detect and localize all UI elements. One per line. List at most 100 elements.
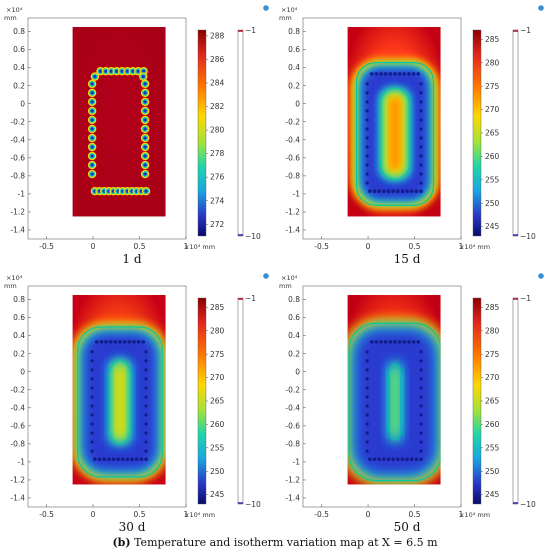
freeze-pipe [369, 340, 374, 344]
y-tick-label: -0.2 [10, 117, 25, 126]
freeze-pipe [419, 359, 423, 363]
freeze-pipe [419, 172, 423, 176]
freeze-pipe [419, 127, 423, 131]
freeze-pipe [416, 340, 421, 344]
freeze-pipe [365, 431, 369, 435]
freeze-pipe [393, 340, 397, 344]
colorbar-tick-label: 285 [210, 303, 225, 312]
freeze-pipe [93, 457, 97, 461]
freeze-pipe [365, 359, 369, 363]
freeze-pipe [90, 395, 94, 399]
y-tick-label: -0.8 [10, 439, 25, 448]
x-tick-label: 0.5 [134, 242, 146, 251]
freeze-pipe [419, 395, 423, 399]
colorbar-tick-label: 288 [210, 31, 225, 40]
y-tick-label: 0.2 [13, 349, 25, 358]
freeze-pipe [132, 340, 136, 344]
isotherm-label-top: −1 [520, 294, 531, 303]
freeze-pipe [372, 189, 377, 193]
y-tick-label: 0.6 [288, 45, 300, 54]
freeze-pipe-core [98, 69, 103, 73]
x-tick-label: 1 [184, 242, 189, 251]
plot-area [27, 285, 187, 508]
y-tick-label: -1.2 [10, 208, 25, 217]
panel-caption: 50 d [393, 520, 421, 534]
freeze-pipe [383, 72, 388, 76]
colorbar-tick-label: 270 [210, 373, 225, 382]
freeze-pipe-core [109, 69, 113, 73]
freeze-pipe [383, 340, 388, 344]
freeze-pipe [407, 72, 411, 76]
freeze-pipe [127, 340, 132, 344]
freeze-pipe [388, 340, 393, 344]
colorbar-tick-label: 265 [485, 397, 500, 406]
y-tick-label: -0.6 [285, 153, 300, 162]
freeze-pipe-core [125, 69, 130, 73]
freeze-pipe [121, 457, 125, 461]
camera-icon [538, 5, 544, 11]
isotherm-core [390, 97, 400, 170]
temperature-colorbar [472, 29, 482, 237]
freeze-pipe [144, 404, 148, 408]
freeze-pipe [144, 440, 148, 444]
plot-area [302, 285, 462, 508]
freeze-pipe-core [143, 127, 147, 131]
y-tick-label: 0.4 [13, 63, 25, 72]
freeze-pipe [419, 145, 423, 149]
freeze-pipe [116, 457, 120, 461]
frozen-zone [350, 58, 440, 210]
x-tick-label: 0 [91, 510, 96, 519]
x-tick-label: -0.5 [314, 242, 329, 251]
y-tick-label: -1.2 [285, 476, 300, 485]
freeze-pipe [419, 457, 423, 461]
chart-svg-15d: 0.8 0.6 0.4 0.2 0 -0.2 -0.4 -0.6 -0.8 -1 -1.2 -1.4 -… [279, 5, 544, 251]
freeze-pipe [107, 457, 111, 461]
y-axis-unit: mm [279, 282, 292, 290]
freeze-pipe [141, 340, 146, 344]
x-axis-multiplier: ×10⁴ mm [184, 243, 215, 251]
y-tick-label: 0.8 [288, 295, 300, 304]
x-tick-label: 0.5 [134, 510, 146, 519]
y-tick-label: 0.6 [13, 313, 25, 322]
x-tick-label: -0.5 [39, 510, 54, 519]
colorbar-tick-label: 280 [210, 126, 225, 135]
freeze-pipe [388, 72, 393, 76]
freeze-pipe [136, 340, 141, 344]
freeze-pipe-core [143, 100, 147, 104]
freeze-pipe [416, 72, 421, 76]
freeze-pipe [397, 340, 402, 344]
freeze-pipe [391, 457, 395, 461]
freeze-pipe [377, 189, 382, 193]
freeze-pipe [113, 340, 118, 344]
freeze-pipe [90, 431, 94, 435]
y-tick-label: 0.4 [288, 331, 300, 340]
freeze-pipe [393, 72, 397, 76]
freeze-pipe-core [90, 91, 94, 95]
freeze-pipe [130, 457, 134, 461]
y-tick-label: -1.2 [285, 208, 300, 217]
chart-svg-1d: 0.8 0.6 0.4 0.2 0 -0.2 -0.4 -0.6 -0.8 -1 -1.2 -1.4 -… [4, 5, 269, 251]
y-tick-label: -1 [18, 457, 26, 466]
x-tick-label: 0 [366, 510, 371, 519]
freeze-pipe [379, 72, 383, 76]
freeze-pipe [391, 189, 395, 193]
freeze-pipe-core [90, 136, 94, 140]
freeze-pipe [90, 359, 94, 363]
y-tick-label: -0.2 [285, 117, 300, 126]
figure-caption-label: (b) [112, 536, 131, 549]
freeze-pipe [134, 457, 139, 461]
colorbar-tick-label: 250 [485, 467, 500, 476]
y-tick-label: -0.6 [10, 421, 25, 430]
freeze-pipe [365, 449, 369, 453]
chart-panel-30d: 0.8 0.6 0.4 0.2 0 -0.2 -0.4 -0.6 -0.8 -1 -1.2 -1.4 -… [0, 268, 275, 536]
freeze-pipe [90, 440, 94, 444]
freeze-pipe [365, 413, 369, 417]
colorbar-tick-label: 278 [210, 149, 225, 158]
y-tick-label: -1.2 [10, 476, 25, 485]
freeze-pipe-core [141, 75, 145, 79]
x-tick-label: 0.5 [409, 242, 421, 251]
freeze-pipe [102, 457, 107, 461]
freeze-pipe [365, 145, 369, 149]
freeze-pipe [144, 386, 148, 390]
freeze-pipe [419, 91, 423, 95]
